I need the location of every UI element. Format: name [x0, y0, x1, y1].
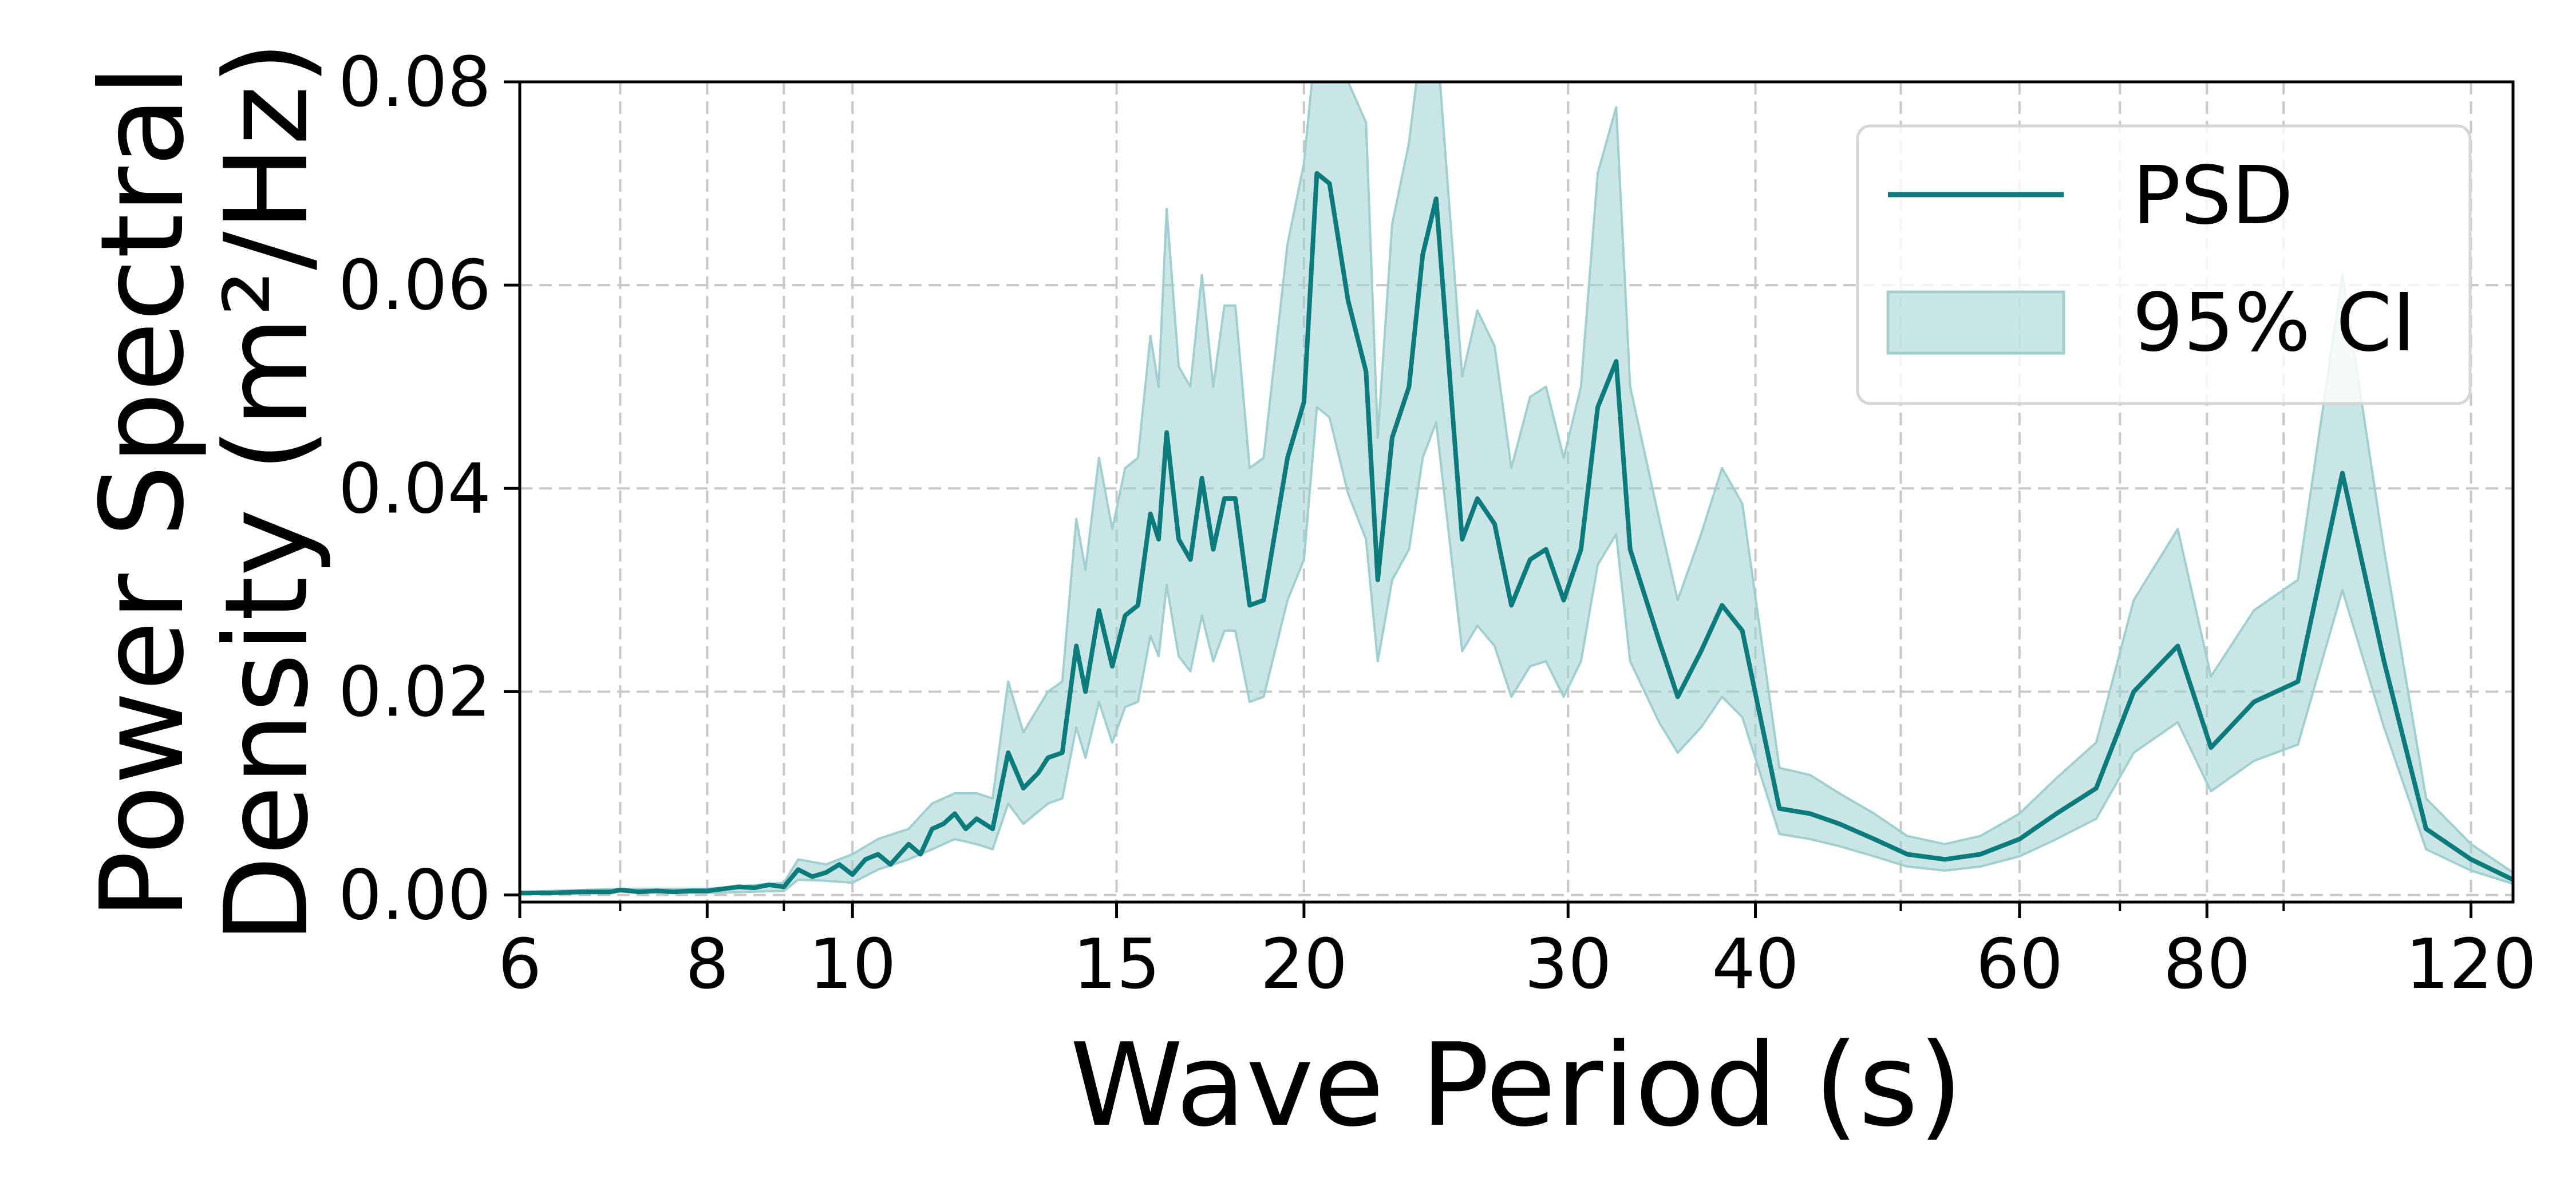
x-tick-label: 6: [498, 925, 542, 1005]
x-tick-label: 10: [809, 925, 896, 1005]
y-axis-label-line-2: Density (m²/Hz): [200, 41, 334, 944]
x-tick-label: 20: [1261, 925, 1348, 1005]
x-tick-label: 120: [2405, 925, 2537, 1005]
x-tick-label: 60: [1976, 925, 2064, 1005]
plot-frame: [518, 80, 2515, 904]
legend-psd-label: PSD: [2132, 149, 2293, 243]
y-tick-label: 0.04: [338, 449, 491, 529]
x-axis-label: Wave Period (s): [1070, 1019, 1963, 1152]
y-tick-label: 0.02: [338, 653, 491, 732]
y-axis-label-line-1: Power Spectral: [76, 65, 210, 920]
plot-area: [520, 82, 2513, 895]
y-tick-label: 0.06: [338, 246, 491, 326]
axis-ticks: 6 8 10 15 20 30 40 60 80 120 0.00 0.02 0.04 0.06 0.08: [338, 43, 2537, 1005]
x-tick-label: 15: [1073, 925, 1160, 1005]
ci-band: [520, 82, 2513, 895]
legend-ci-label: 95% CI: [2132, 276, 2416, 370]
x-tick-label: 30: [1524, 925, 1612, 1005]
legend-ci-swatch: [1886, 290, 2065, 355]
psd-line: [520, 171, 2513, 895]
y-tick-label: 0.00: [338, 856, 491, 936]
x-tick-label: 40: [1712, 925, 1799, 1005]
y-tick-label: 0.08: [338, 43, 491, 122]
x-tick-label: 8: [685, 925, 729, 1005]
legend: PSD 95% CI: [1856, 124, 2472, 405]
x-tick-label: 80: [2163, 925, 2251, 1005]
